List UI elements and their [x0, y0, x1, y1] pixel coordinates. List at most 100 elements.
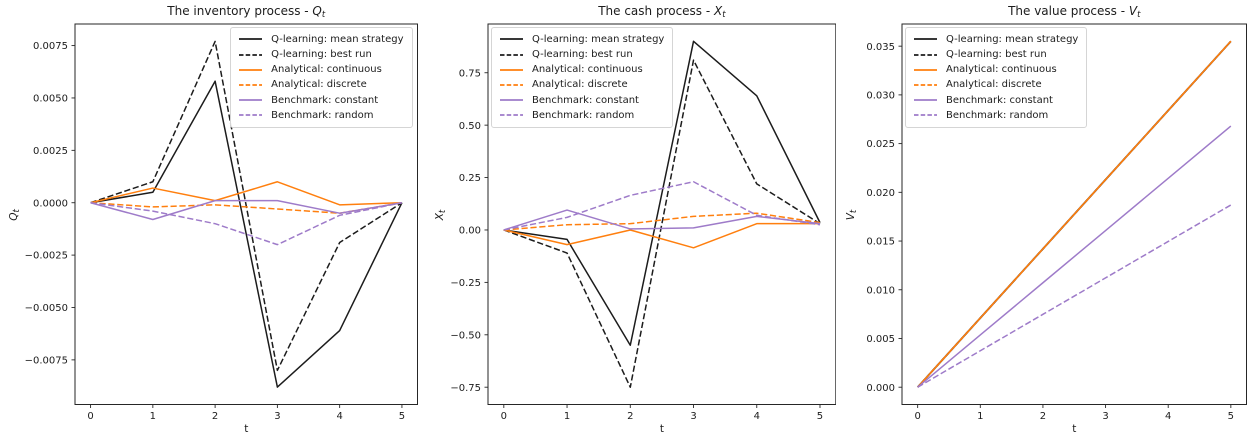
legend-line-swatch: [500, 68, 523, 71]
chart-title: The cash process - Xt: [488, 4, 836, 19]
legend-item-label: Benchmark: constant: [271, 94, 379, 106]
chart-title-text: The inventory process -: [167, 4, 313, 18]
series-line-benchmark-random: [90, 201, 403, 246]
legend-line-swatch: [500, 84, 523, 86]
legend-item: Benchmark: random: [499, 109, 664, 122]
y-tick-label: −0.0075: [25, 355, 68, 366]
series-line-q-learning-mean-strategy: [90, 80, 403, 388]
legend: Q-learning: mean strategy Q-learning: bes…: [230, 27, 413, 128]
y-tick-label: −0.75: [450, 383, 481, 394]
legend-line-swatch: [500, 99, 523, 102]
x-tick-label: 4: [1165, 411, 1171, 422]
x-tick-label: 4: [336, 411, 342, 422]
legend-item: Q-learning: mean strategy: [499, 33, 664, 46]
chart-title-sub: t: [321, 10, 326, 20]
y-axis-label-sub: t: [12, 209, 22, 213]
x-tick-label: 0: [501, 411, 507, 422]
y-axis-label-sub: t: [849, 209, 859, 214]
axes-frame: [74, 23, 418, 405]
x-tick-label: 4: [754, 411, 760, 422]
legend-item-label: Q-learning: mean strategy: [946, 33, 1079, 45]
x-tick-label: 3: [274, 411, 280, 422]
legend-item-label: Benchmark: constant: [532, 94, 639, 106]
legend-line-swatch: [239, 114, 263, 117]
x-tick-label: 3: [1102, 411, 1108, 422]
x-tick-label: 5: [399, 411, 405, 422]
legend-item: Q-learning: mean strategy: [913, 33, 1078, 46]
x-tick-label: 1: [977, 411, 983, 422]
x-axis-label: t: [1072, 423, 1077, 435]
chart-title-text: The cash process -: [598, 4, 715, 18]
x-tick-label: 5: [1228, 411, 1234, 422]
legend-item: Analytical: continuous: [913, 63, 1078, 76]
inventory-chart-canvas: 0.0075 0.0050 0.0025 0.0000 −0.0025 −0.0050 −0…: [25, 23, 418, 422]
y-tick-label: 0.015: [866, 237, 895, 248]
legend: Q-learning: mean strategy Q-learning: bes…: [491, 27, 674, 128]
y-axis-label: Qt: [8, 209, 22, 221]
legend-item: Analytical: continuous: [238, 63, 403, 76]
y-tick-label: 0.75: [459, 68, 481, 79]
series-line-q-learning-best-run: [503, 59, 821, 388]
legend-line-swatch: [914, 99, 937, 102]
y-axis-label-var: V: [845, 213, 857, 221]
legend-item: Analytical: discrete: [499, 79, 664, 92]
y-tick-label: 0.030: [866, 90, 895, 101]
legend-line-swatch: [914, 53, 937, 56]
cash-chart-canvas: 0.75 0.50 0.25 0.00 −0.25 −0.50 −0.75 0 1 2 3 4 5: [450, 23, 836, 422]
legend-line-swatch: [500, 38, 523, 41]
series-line-benchmark-random: [503, 181, 821, 231]
legend-item: Q-learning: best run: [238, 48, 403, 61]
y-tick-label: 0.50: [459, 121, 481, 132]
legend-item: Benchmark: random: [238, 109, 403, 122]
legend-line-swatch: [239, 38, 263, 41]
legend-item: Benchmark: constant: [913, 94, 1078, 107]
legend-line-swatch: [914, 84, 937, 86]
legend-item-label: Q-learning: best run: [271, 49, 372, 61]
legend-line-swatch: [914, 68, 937, 71]
legend-item: Benchmark: random: [913, 109, 1078, 122]
x-tick-label: 1: [150, 411, 156, 422]
axes-frame: [901, 23, 1247, 405]
x-tick-label: 2: [1040, 411, 1046, 422]
chart-title-var: Q: [312, 4, 322, 18]
y-axis-label: Vt: [845, 209, 859, 221]
legend-item-label: Q-learning: mean strategy: [532, 33, 665, 45]
legend-item: Analytical: discrete: [913, 79, 1078, 92]
x-tick-label: 0: [914, 411, 920, 422]
legend-item-label: Analytical: continuous: [271, 64, 382, 76]
y-tick-label: −0.0025: [25, 251, 68, 262]
y-tick-label: 0.000: [866, 383, 895, 394]
legend-item-label: Analytical: discrete: [532, 79, 628, 91]
y-tick-label: 0.020: [866, 188, 895, 199]
chart-title-text: The value process -: [1008, 4, 1129, 18]
y-tick-label: 0.035: [866, 42, 895, 53]
value-chart-canvas: 0.035 0.030 0.025 0.020 0.015 0.010 0.005 0.000…: [866, 23, 1247, 422]
y-tick-label: 0.005: [866, 334, 895, 345]
chart-title-var: V: [1128, 4, 1138, 18]
legend-item: Benchmark: constant: [238, 94, 403, 107]
legend-line-swatch: [500, 53, 523, 56]
y-tick-label: −0.0050: [25, 303, 68, 314]
legend-item-label: Benchmark: random: [532, 109, 635, 121]
y-tick-label: 0.25: [459, 173, 481, 184]
legend-item-label: Analytical: continuous: [946, 64, 1057, 76]
x-tick-label: 3: [690, 411, 696, 422]
y-axis-label-var: X: [434, 213, 446, 221]
y-axis-label-var: Q: [8, 212, 20, 221]
series-line-benchmark-constant: [90, 199, 403, 221]
series-line-analytical-continuous: [503, 222, 820, 249]
legend-item-label: Benchmark: constant: [946, 94, 1053, 106]
chart-title: The value process - Vt: [902, 4, 1247, 19]
legend-item-label: Analytical: discrete: [946, 79, 1042, 91]
legend-item-label: Benchmark: random: [946, 109, 1049, 121]
legend-item-label: Benchmark: random: [271, 109, 374, 121]
chart-title-var: X: [714, 4, 723, 18]
legend-item: Benchmark: constant: [499, 94, 664, 107]
x-tick-label: 5: [817, 411, 823, 422]
legend-item: Analytical: continuous: [499, 63, 664, 76]
x-tick-label: 0: [87, 411, 93, 422]
y-tick-label: 0.0075: [33, 41, 68, 52]
x-axis-label: t: [244, 423, 249, 435]
x-tick-label: 1: [564, 411, 570, 422]
legend-item-label: Analytical: discrete: [271, 79, 367, 91]
